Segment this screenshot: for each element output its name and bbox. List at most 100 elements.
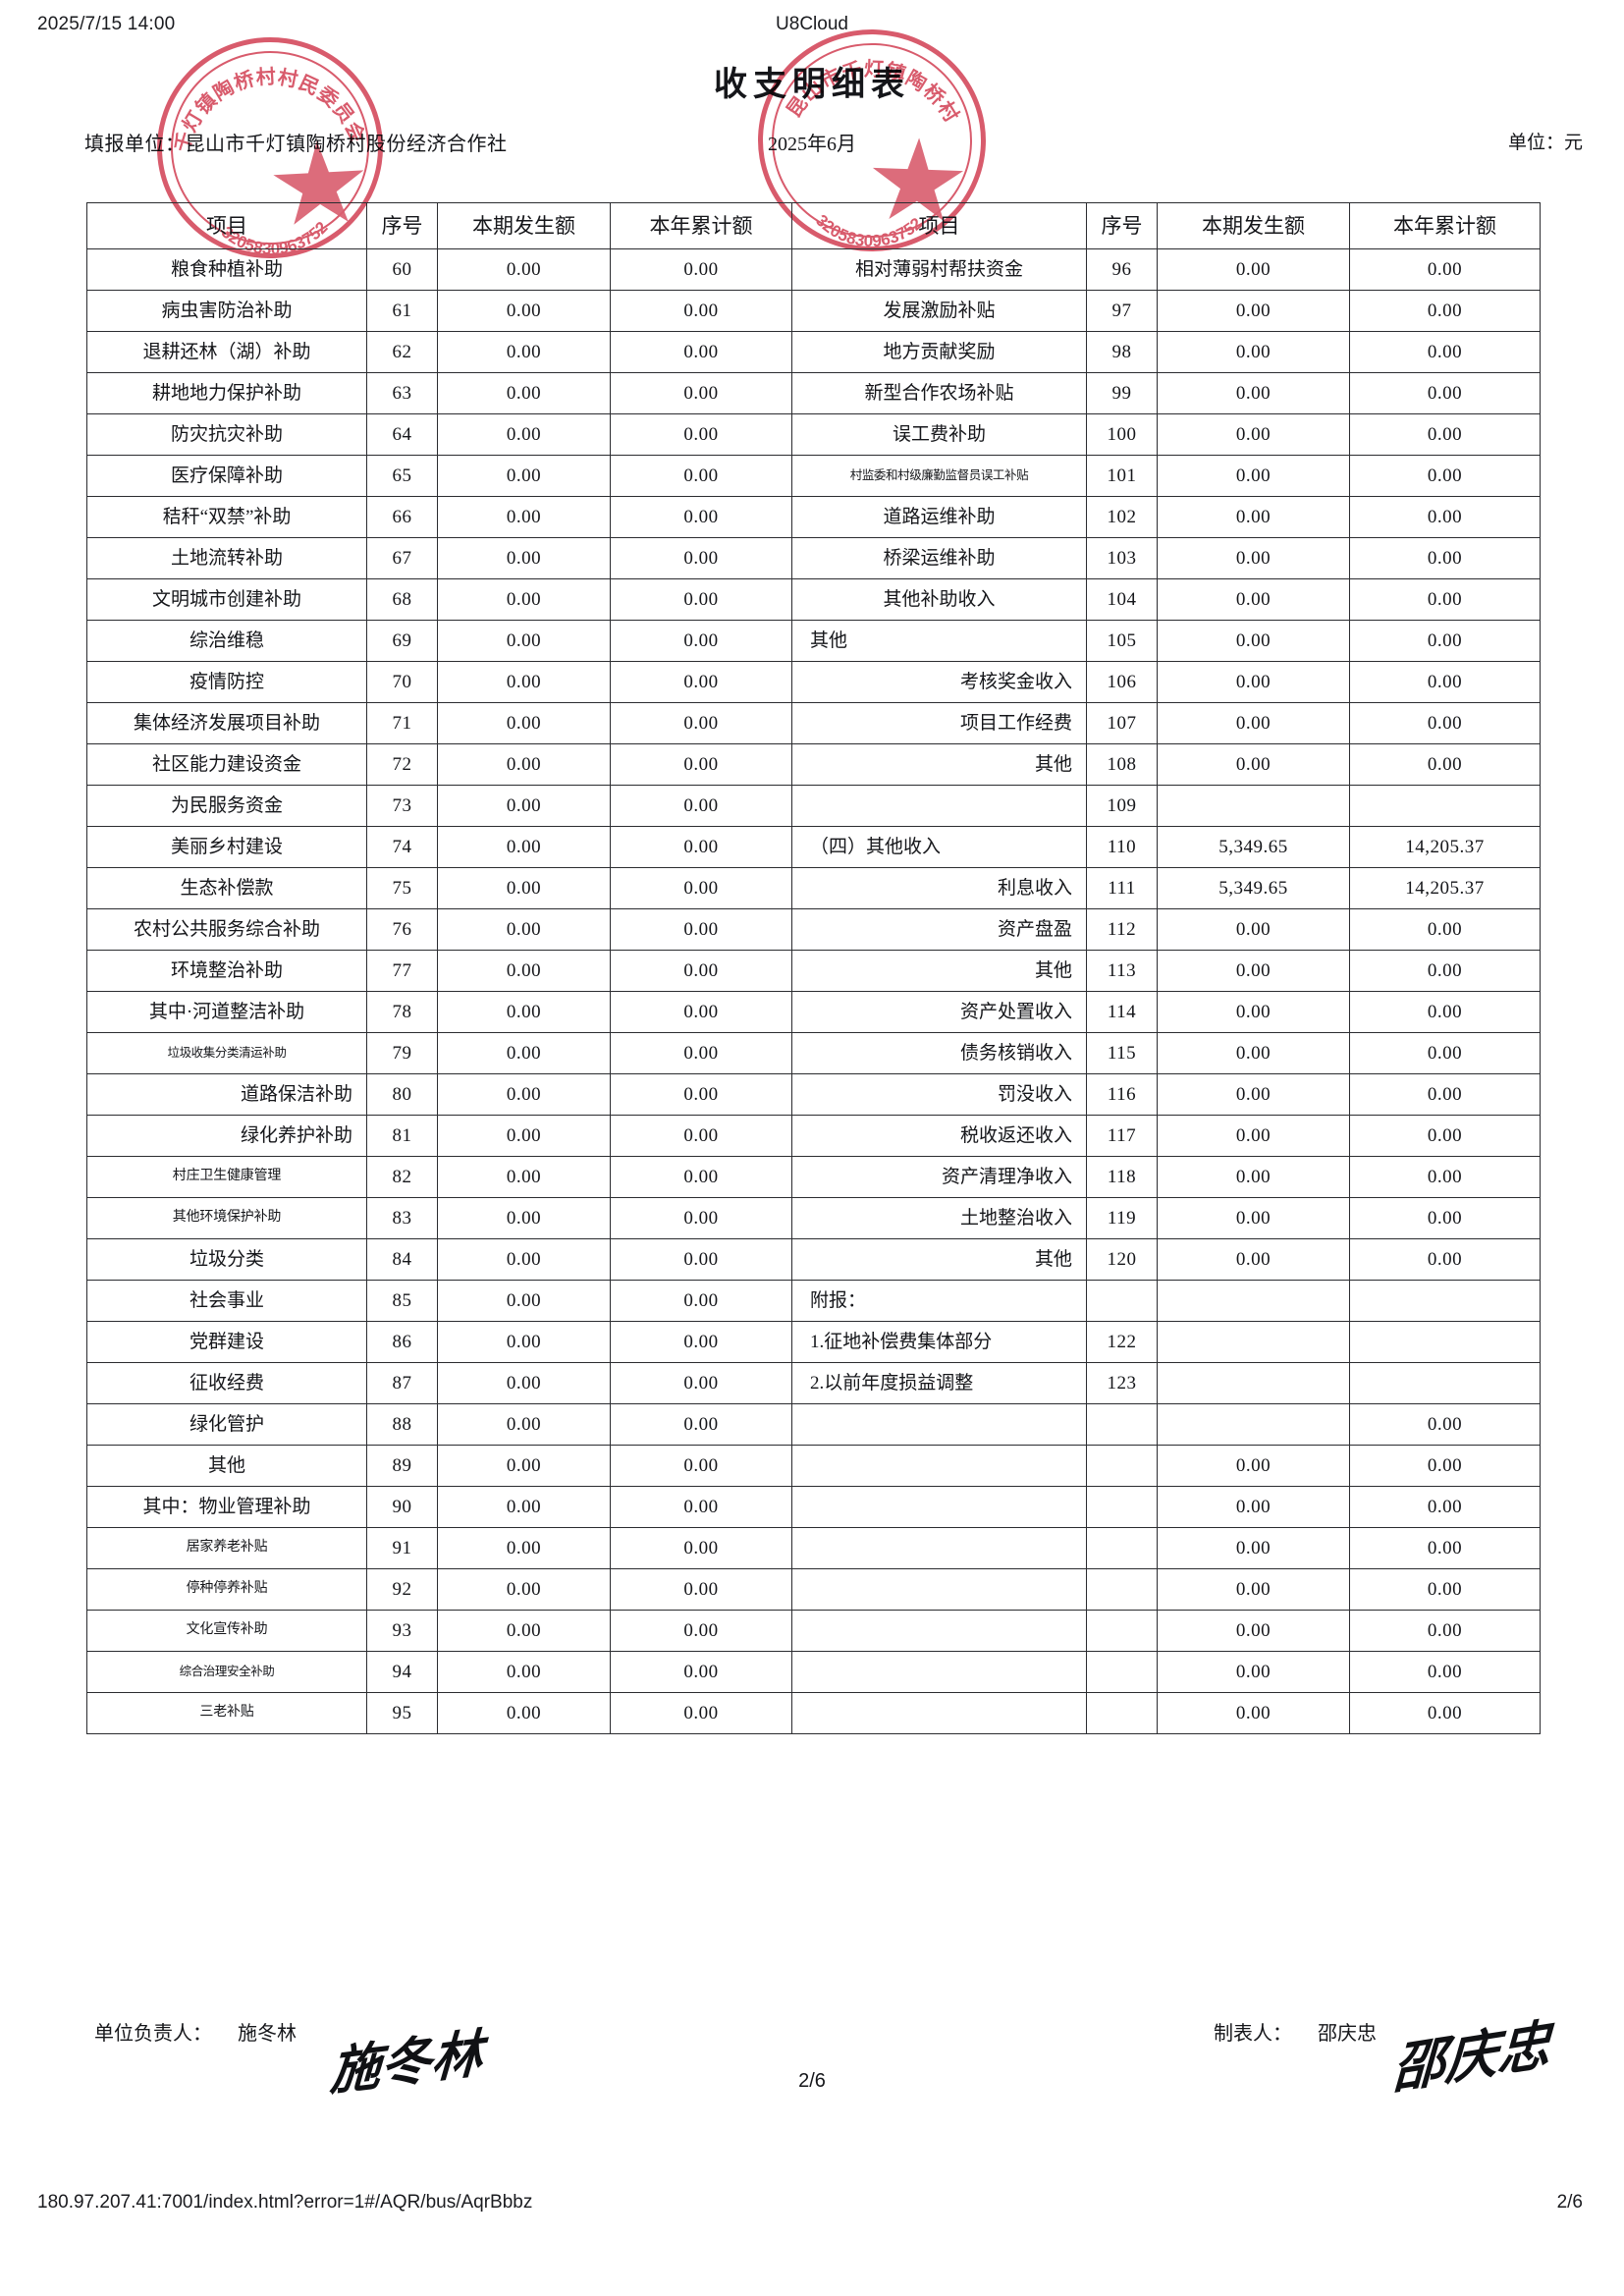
cell-current-right: 0.00: [1157, 1156, 1350, 1198]
cell-no-left: 92: [366, 1568, 438, 1611]
cell-current-right: 0.00: [1157, 1115, 1350, 1157]
cell-item-right: 土地整治收入: [791, 1197, 1087, 1239]
cell-item-right: 其他补助收入: [791, 578, 1087, 621]
cell-ytd-right: 0.00: [1349, 372, 1541, 414]
cell-ytd-left: 0.00: [610, 331, 792, 373]
cell-no-right: 117: [1086, 1115, 1158, 1157]
cell-current-right: 0.00: [1157, 1238, 1350, 1281]
cell-no-right: [1086, 1280, 1158, 1322]
cell-ytd-left: 0.00: [610, 1362, 792, 1404]
cell-current-right: 0.00: [1157, 1445, 1350, 1487]
cell-no-left: 64: [366, 413, 438, 456]
cell-no-left: 82: [366, 1156, 438, 1198]
cell-item-right: 考核奖金收入: [791, 661, 1087, 703]
table-row: 环境整治补助 77 0.00 0.00 其他 113 0.00 0.00: [86, 950, 1541, 992]
cell-no-left: 74: [366, 826, 438, 868]
cell-item-right: 发展激励补贴: [791, 290, 1087, 332]
cell-current-left: 0.00: [437, 1445, 611, 1487]
cell-item-right: 资产处置收入: [791, 991, 1087, 1033]
cell-ytd-left: 0.00: [610, 1032, 792, 1074]
cell-item-right: 新型合作农场补贴: [791, 372, 1087, 414]
cell-no-right: 107: [1086, 702, 1158, 744]
col-header-item-right: 项目: [791, 202, 1087, 249]
cell-no-right: 101: [1086, 455, 1158, 497]
cell-current-left: 0.00: [437, 1527, 611, 1569]
cell-no-right: 123: [1086, 1362, 1158, 1404]
table-row: 停种停养补贴 92 0.00 0.00 0.00 0.00: [86, 1568, 1541, 1611]
cell-item-right: 桥梁运维补助: [791, 537, 1087, 579]
cell-ytd-left: 0.00: [610, 372, 792, 414]
cell-ytd-right: 0.00: [1349, 537, 1541, 579]
cell-ytd-left: 0.00: [610, 578, 792, 621]
cell-ytd-right: 0.00: [1349, 455, 1541, 497]
cell-item-left: 道路保洁补助: [86, 1073, 367, 1116]
cell-current-right: 0.00: [1157, 1527, 1350, 1569]
page-title: 收支明细表: [714, 67, 910, 103]
cell-item-left: 耕地地力保护补助: [86, 372, 367, 414]
cell-ytd-right: 0.00: [1349, 950, 1541, 992]
cell-item-left: 村庄卫生健康管理: [86, 1156, 367, 1198]
col-header-ytd-left: 本年累计额: [610, 202, 792, 249]
table-header-row: 项目 序号 本期发生额 本年累计额 项目 序号 本期发生额 本年累计额: [86, 202, 1541, 249]
cell-no-right: 108: [1086, 743, 1158, 786]
cell-current-right: [1157, 1403, 1350, 1446]
cell-current-right: 0.00: [1157, 991, 1350, 1033]
cell-current-right: [1157, 1280, 1350, 1322]
cell-item-left: 其中·河道整洁补助: [86, 991, 367, 1033]
cell-ytd-right: 0.00: [1349, 1156, 1541, 1198]
cell-item-right: 其他: [791, 950, 1087, 992]
cell-no-right: [1086, 1568, 1158, 1611]
cell-item-left: 垃圾分类: [86, 1238, 367, 1281]
cell-ytd-left: 0.00: [610, 785, 792, 827]
cell-ytd-left: 0.00: [610, 867, 792, 909]
cell-ytd-right: 0.00: [1349, 702, 1541, 744]
cell-current-right: 0.00: [1157, 1610, 1350, 1652]
cell-ytd-right: 0.00: [1349, 1568, 1541, 1611]
currency-unit-label: 单位：元: [1507, 133, 1583, 153]
cell-no-right: 111: [1086, 867, 1158, 909]
cell-no-left: 71: [366, 702, 438, 744]
cell-ytd-right: 0.00: [1349, 1197, 1541, 1239]
table-row: 农村公共服务综合补助 76 0.00 0.00 资产盘盈 112 0.00 0.00: [86, 908, 1541, 951]
cell-no-left: 90: [366, 1486, 438, 1528]
cell-item-right: [791, 1651, 1087, 1693]
cell-no-right: 106: [1086, 661, 1158, 703]
cell-ytd-right: 14,205.37: [1349, 826, 1541, 868]
cell-ytd-left: 0.00: [610, 1610, 792, 1652]
cell-current-right: 0.00: [1157, 290, 1350, 332]
cell-ytd-right: 0.00: [1349, 1073, 1541, 1116]
cell-no-left: 88: [366, 1403, 438, 1446]
cell-current-left: 0.00: [437, 1610, 611, 1652]
cell-current-right: 0.00: [1157, 661, 1350, 703]
cell-item-right: 2.以前年度损益调整: [791, 1362, 1087, 1404]
cell-current-left: 0.00: [437, 661, 611, 703]
cell-no-left: 72: [366, 743, 438, 786]
table-row: 美丽乡村建设 74 0.00 0.00 （四）其他收入 110 5,349.65 14,205…: [86, 826, 1541, 868]
cell-ytd-left: 0.00: [610, 1321, 792, 1363]
cell-current-left: 0.00: [437, 1321, 611, 1363]
cell-ytd-left: 0.00: [610, 1115, 792, 1157]
report-period: 2025年6月: [768, 134, 856, 155]
cell-no-right: [1086, 1527, 1158, 1569]
table-row: 生态补偿款 75 0.00 0.00 利息收入 111 5,349.65 14,205.37: [86, 867, 1541, 909]
col-header-ytd-right: 本年累计额: [1349, 202, 1541, 249]
cell-item-left: 退耕还林（湖）补助: [86, 331, 367, 373]
cell-no-right: 114: [1086, 991, 1158, 1033]
cell-no-right: 105: [1086, 620, 1158, 662]
cell-no-right: 109: [1086, 785, 1158, 827]
cell-item-left: 停种停养补贴: [86, 1568, 367, 1611]
cell-no-left: 65: [366, 455, 438, 497]
cell-item-right: 罚没收入: [791, 1073, 1087, 1116]
cell-item-right: 税收返还收入: [791, 1115, 1087, 1157]
cell-ytd-left: 0.00: [610, 1568, 792, 1611]
cell-current-left: 0.00: [437, 1403, 611, 1446]
cell-no-left: 91: [366, 1527, 438, 1569]
cell-ytd-left: 0.00: [610, 826, 792, 868]
cell-item-right: [791, 1568, 1087, 1611]
cell-current-right: 0.00: [1157, 908, 1350, 951]
cell-no-left: 86: [366, 1321, 438, 1363]
cell-item-left: 土地流转补助: [86, 537, 367, 579]
cell-no-left: 95: [366, 1692, 438, 1734]
cell-item-left: 秸秆“双禁”补助: [86, 496, 367, 538]
